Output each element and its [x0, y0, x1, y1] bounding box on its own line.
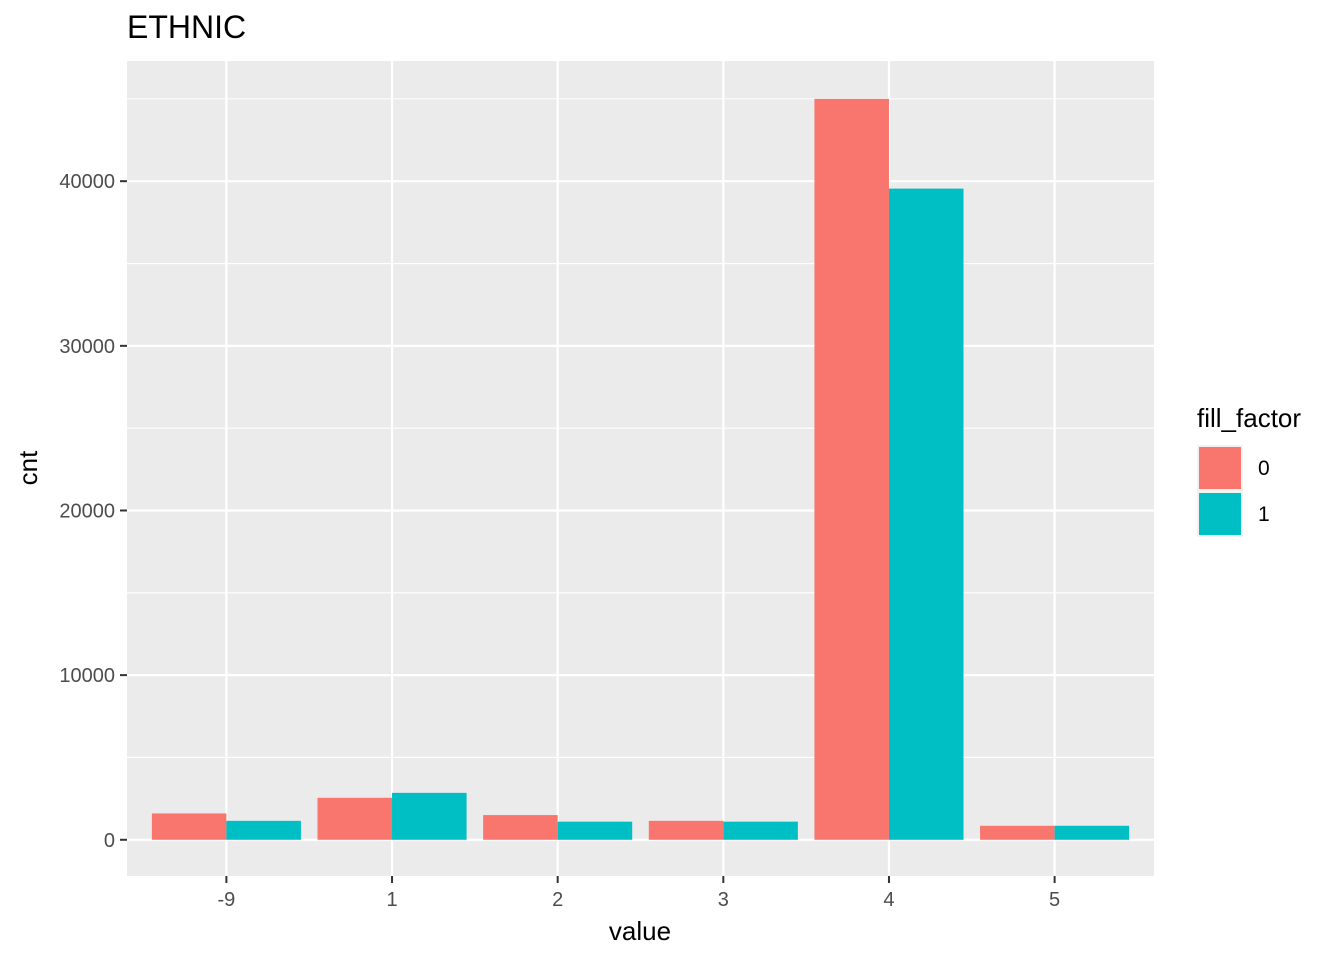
y-axis: 0 10000 20000 30000 40000: [59, 171, 127, 852]
bar-series-1-1: [392, 792, 467, 840]
bar-series-1-5: [1054, 825, 1130, 840]
legend-label-1: 1: [1258, 503, 1270, 526]
x-tick-label: 4: [883, 889, 894, 911]
x-axis-title: value: [609, 916, 671, 946]
y-axis-title: cnt: [13, 450, 43, 485]
legend-title: fill_factor: [1197, 403, 1301, 433]
y-tick-label: 40000: [59, 171, 115, 193]
bar-series-0-1: [317, 797, 393, 840]
y-tick-label: 20000: [59, 500, 115, 522]
y-tick-label: 10000: [59, 665, 115, 687]
y-tick-label: 30000: [59, 336, 115, 358]
y-tick-label: 0: [104, 830, 115, 852]
bar-series-1-2: [557, 821, 633, 840]
bar-series-0-5: [980, 825, 1055, 840]
bar-series-1-3: [723, 821, 798, 840]
x-tick-label: 1: [386, 889, 397, 911]
x-tick-label: 2: [552, 889, 563, 911]
bar-series-1-4: [888, 188, 964, 840]
x-tick-label: 5: [1049, 889, 1060, 911]
x-axis: -9 1 2 3 4 5: [217, 876, 1060, 911]
legend-swatch-0: [1199, 447, 1241, 489]
legend-label-0: 0: [1258, 457, 1270, 480]
bar-series-1--9: [226, 820, 301, 840]
bars: [151, 98, 1130, 840]
bar-series-0--9: [151, 813, 227, 840]
chart-title: ETHNIC: [127, 9, 246, 45]
x-tick-label: -9: [217, 889, 235, 911]
legend: fill_factor 0 1: [1197, 403, 1301, 537]
x-tick-label: 3: [718, 889, 729, 911]
bar-series-0-3: [648, 820, 724, 840]
bar-series-0-4: [814, 98, 889, 840]
legend-swatch-1: [1199, 493, 1241, 535]
minor-grid: [127, 98, 1154, 759]
plot-panel: [127, 61, 1154, 876]
bar-series-0-2: [483, 815, 558, 840]
